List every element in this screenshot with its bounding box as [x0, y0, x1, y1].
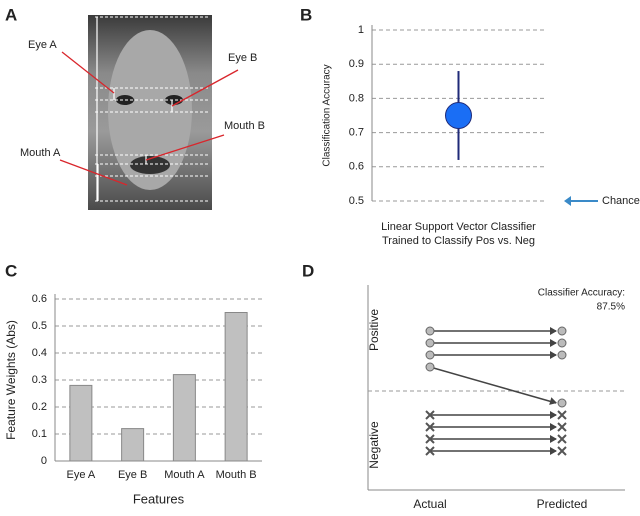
pointer-lines: [59, 51, 239, 186]
negative-marker: [557, 434, 567, 444]
arrow-head: [564, 196, 571, 206]
y-tick-label: 0.5: [32, 320, 47, 332]
annotation: Classifier Accuracy:: [538, 288, 625, 299]
negative-marker: [557, 410, 567, 420]
arrow-head: [550, 435, 557, 443]
positive-marker: [425, 338, 435, 348]
positive-marker: [557, 350, 567, 360]
x-tick-label: Predicted: [537, 497, 588, 511]
face: [108, 30, 192, 190]
y-tick-label: 0.9: [349, 58, 364, 70]
point: [445, 102, 472, 129]
bar: [121, 428, 145, 462]
feature-label: Mouth A: [20, 147, 61, 159]
x-tick-label: Eye B: [118, 469, 147, 481]
feature-label: Mouth B: [224, 120, 265, 132]
y-tick-label: 0.6: [32, 293, 47, 305]
positive-marker: [425, 326, 435, 336]
arrow-head: [550, 423, 557, 431]
positive-marker: [425, 350, 435, 360]
arrow-head: [550, 327, 557, 335]
y-tick-label: 1: [358, 24, 364, 36]
panel-letter: B: [300, 5, 312, 24]
annotation: Chance: [602, 195, 640, 207]
bar: [172, 374, 196, 462]
y-tick-label: 0.2: [32, 401, 47, 413]
negative-marker: [425, 434, 435, 444]
arrow-head: [550, 339, 557, 347]
y-tick-label: 0.1: [32, 428, 47, 440]
x-tick-label: Eye A: [67, 469, 96, 481]
x-tick-label: Mouth A: [164, 469, 205, 481]
bar: [69, 384, 93, 462]
positive-marker: [557, 338, 567, 348]
x-tick-label: Mouth B: [216, 469, 257, 481]
annotation: 87.5%: [597, 302, 625, 313]
y-tick-label: 0.8: [349, 92, 364, 104]
feature-label: Eye B: [228, 52, 257, 64]
arrow-head: [550, 351, 557, 359]
prediction-arrow: [429, 366, 557, 404]
x-axis-title: Trained to Classify Pos vs. Neg: [382, 235, 535, 247]
y-tick-label: 0.5: [349, 195, 364, 207]
panel-letter: D: [302, 261, 314, 280]
positive-marker: [557, 398, 567, 408]
y-tick-label: 0: [41, 455, 47, 467]
class-label: Negative: [367, 421, 381, 469]
y-tick-label: 0.6: [349, 161, 364, 173]
negative-marker: [557, 446, 567, 456]
mouth: [130, 156, 170, 174]
y-tick-label: 0.3: [32, 374, 47, 386]
arrow-head: [550, 447, 557, 455]
bar: [224, 312, 248, 462]
x-axis-title: Features: [133, 491, 185, 506]
positive-marker: [425, 362, 435, 372]
negative-marker: [425, 422, 435, 432]
negative-marker: [425, 410, 435, 420]
y-axis-title: Feature Weights (Abs): [4, 320, 18, 440]
panel-letter: C: [5, 261, 17, 280]
panel-a: A Eye A Eye B Mouth B Mouth A: [5, 5, 265, 210]
arrow-head: [550, 411, 557, 419]
feature-label: Eye A: [28, 39, 57, 51]
measure-lines: [95, 16, 208, 202]
arrow-head: [549, 397, 557, 405]
negative-marker: [557, 422, 567, 432]
panel-letter: A: [5, 5, 17, 24]
y-axis-title: Classification Accuracy: [322, 64, 333, 166]
positive-marker: [557, 326, 567, 336]
x-axis-title: Linear Support Vector Classifier: [381, 221, 536, 233]
y-tick-label: 0.4: [32, 347, 47, 359]
y-tick-label: 0.7: [349, 127, 364, 139]
x-tick-label: Actual: [413, 497, 446, 511]
class-label: Positive: [367, 309, 381, 351]
negative-marker: [425, 446, 435, 456]
